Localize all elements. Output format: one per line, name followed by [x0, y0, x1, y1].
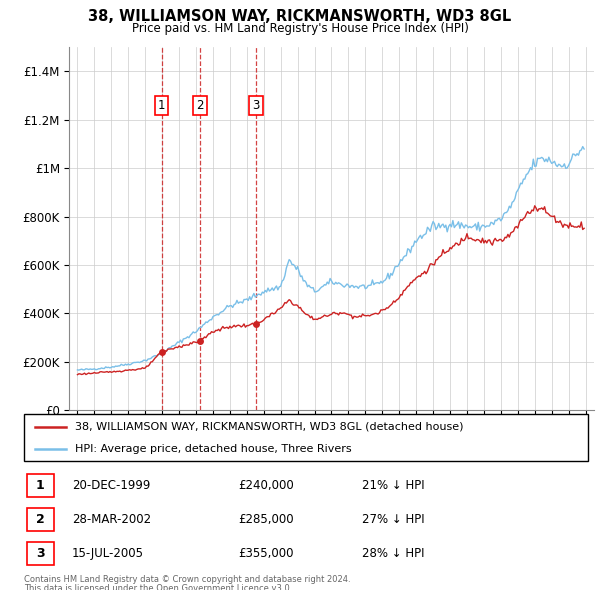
Bar	[27, 474, 54, 497]
Text: HPI: Average price, detached house, Three Rivers: HPI: Average price, detached house, Thre…	[75, 444, 352, 454]
Text: £285,000: £285,000	[238, 513, 294, 526]
Bar	[27, 542, 54, 565]
Text: 2: 2	[196, 99, 204, 112]
Bar	[27, 507, 54, 531]
Text: 3: 3	[36, 547, 44, 560]
Text: 38, WILLIAMSON WAY, RICKMANSWORTH, WD3 8GL (detached house): 38, WILLIAMSON WAY, RICKMANSWORTH, WD3 8…	[75, 422, 463, 432]
Text: 28% ↓ HPI: 28% ↓ HPI	[362, 547, 425, 560]
Text: 15-JUL-2005: 15-JUL-2005	[72, 547, 144, 560]
Text: £240,000: £240,000	[238, 478, 294, 491]
Text: 27% ↓ HPI: 27% ↓ HPI	[362, 513, 425, 526]
Text: 38, WILLIAMSON WAY, RICKMANSWORTH, WD3 8GL: 38, WILLIAMSON WAY, RICKMANSWORTH, WD3 8…	[88, 9, 512, 24]
Text: This data is licensed under the Open Government Licence v3.0.: This data is licensed under the Open Gov…	[24, 584, 292, 590]
Text: 2: 2	[36, 513, 45, 526]
Text: 21% ↓ HPI: 21% ↓ HPI	[362, 478, 425, 491]
Text: Price paid vs. HM Land Registry's House Price Index (HPI): Price paid vs. HM Land Registry's House …	[131, 22, 469, 35]
Text: £355,000: £355,000	[238, 547, 294, 560]
Text: 20-DEC-1999: 20-DEC-1999	[72, 478, 151, 491]
Text: 1: 1	[36, 478, 45, 491]
Text: 28-MAR-2002: 28-MAR-2002	[72, 513, 151, 526]
Text: Contains HM Land Registry data © Crown copyright and database right 2024.: Contains HM Land Registry data © Crown c…	[24, 575, 350, 584]
Text: 3: 3	[252, 99, 260, 112]
Text: 1: 1	[158, 99, 166, 112]
